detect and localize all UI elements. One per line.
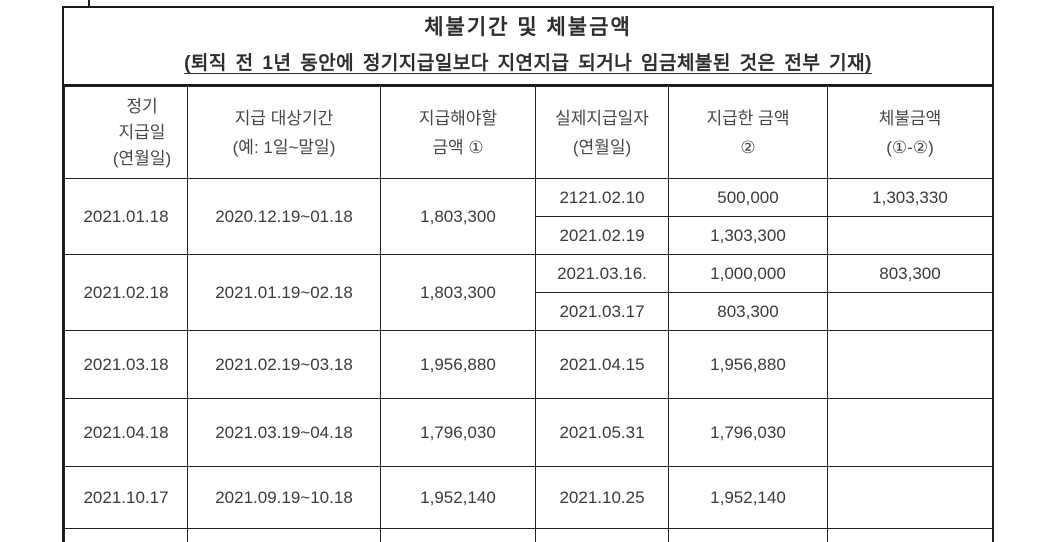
cell-actual-date: 2021.10.25 [535,466,669,529]
col-header-arrears-amount: 체불금액 (①-②) [827,86,993,179]
cell-period: 2021.09.19~10.18 [187,466,381,529]
cell-actual-date: 2021.02.19 [535,216,669,255]
cell-period: 2021.01.19~02.18 [187,254,381,331]
cell-due-amount: 1,803,300 [380,254,536,331]
cell-paid-amount: 500,000 [668,178,828,217]
cell-actual-date: 2021.05.31 [535,398,669,467]
cell-arrears-amount [827,466,993,529]
table-row: 2021.02.18 2021.01.19~02.18 1,803,300 20… [64,254,993,331]
header-line: (연월일) [572,137,632,157]
header-line: 정기 [126,96,158,116]
header-line: 지급일 [118,122,166,142]
arrears-table: 정기 지급일 (연월일) 지급 대상기간 (예: 1일~말일) 지급해야할 금액… [64,86,993,542]
cell-period: 2020.12.19~01.18 [187,178,381,255]
table-row: 2021.04.18 2021.03.19~04.18 1,796,030 20… [64,398,993,467]
cell-paid-amount: 1,956,880 [668,330,828,399]
cell-due-amount: 1,803,300 [380,178,536,255]
cell-actual-date: 2021.03.16. [535,254,669,293]
cell-paid-amount: 1,000,000 [668,254,828,293]
col-header-pay-date: 정기 지급일 (연월일) [64,86,188,179]
cell-pay-date: 2021.01.18 [64,178,188,255]
cell-paid-amount: 1,796,030 [668,398,828,467]
cell-pay-date: 2021.03.18 [64,330,188,399]
table-row: 2021.10.17 2021.09.19~10.18 1,952,140 20… [64,466,993,529]
cell-arrears-amount [827,216,993,255]
cell-pay-date: 2021.02.18 [64,254,188,331]
cell-due-amount: 1,796,030 [380,398,536,467]
cell-actual-date: 2021.04.15 [535,330,669,399]
col-header-due-amount: 지급해야할 금액 ① [380,86,536,179]
cell-pay-date: 2021.10.17 [64,466,188,529]
cell-due-amount [380,528,536,542]
section-title: 체불기간 및 체불금액 [424,16,632,39]
cell-arrears-amount [827,330,993,399]
header-line: 금액 ① [432,137,484,157]
section-subtitle: (퇴직 전 1년 동안에 정기지급일보다 지연지급 되거나 임금체불된 것은 전… [64,46,992,86]
table-row: 2021.03.18 2021.02.19~03.18 1,956,880 20… [64,330,993,399]
table-row: 2021.03.17 803,300 [65,292,993,331]
header-line: 지급한 금액 [706,108,790,128]
header-line: 지급 대상기간 [234,108,334,128]
cell-pay-date: 2021.04.18 [64,398,188,467]
cell-arrears-amount [827,292,993,331]
cell-due-amount: 1,956,880 [380,330,536,399]
previous-table-remnant-line [88,0,90,7]
cell-arrears-amount: 803,300 [827,254,993,293]
cell-arrears-amount [827,528,993,542]
header-line: 체불금액 [878,108,942,128]
cell-actual-date: 2021.03.17 [535,292,669,331]
header-line: 지급해야할 [418,108,498,128]
cell-period: 2021.03.19~04.18 [187,398,381,467]
col-header-actual-date: 실제지급일자 (연월일) [535,86,669,179]
cell-paid-amount: 1,952,140 [668,466,828,529]
table-row: 2021.01.18 2020.12.19~01.18 1,803,300 21… [64,178,993,255]
cell-paid-amount: 803,300 [668,292,828,331]
header-row: 정기 지급일 (연월일) 지급 대상기간 (예: 1일~말일) 지급해야할 금액… [64,86,993,179]
col-header-period: 지급 대상기간 (예: 1일~말일) [187,86,381,179]
cell-arrears-amount [827,398,993,467]
cell-due-amount: 1,952,140 [380,466,536,529]
header-line: (연월일) [112,148,172,168]
cell-period [187,528,381,542]
col-header-paid-amount: 지급한 금액 ② [668,86,828,179]
cell-actual-date [535,528,669,542]
cell-arrears-amount: 1,303,330 [827,178,993,217]
header-line: 실제지급일자 [555,108,649,128]
arrears-form-container: 체불기간 및 체불금액 (퇴직 전 1년 동안에 정기지급일보다 지연지급 되거… [62,6,994,542]
header-line: (①-②) [886,137,934,157]
cell-actual-date: 2121.02.10 [535,178,669,217]
cell-paid-amount [668,528,828,542]
cell-pay-date [64,528,188,542]
header-line: ② [740,137,756,157]
cell-paid-amount: 1,303,300 [668,216,828,255]
table-row: 2021.02.19 1,303,300 [65,216,993,255]
table-row-partial [64,528,993,542]
header-line: (예: 1일~말일) [232,137,336,157]
cell-period: 2021.02.19~03.18 [187,330,381,399]
